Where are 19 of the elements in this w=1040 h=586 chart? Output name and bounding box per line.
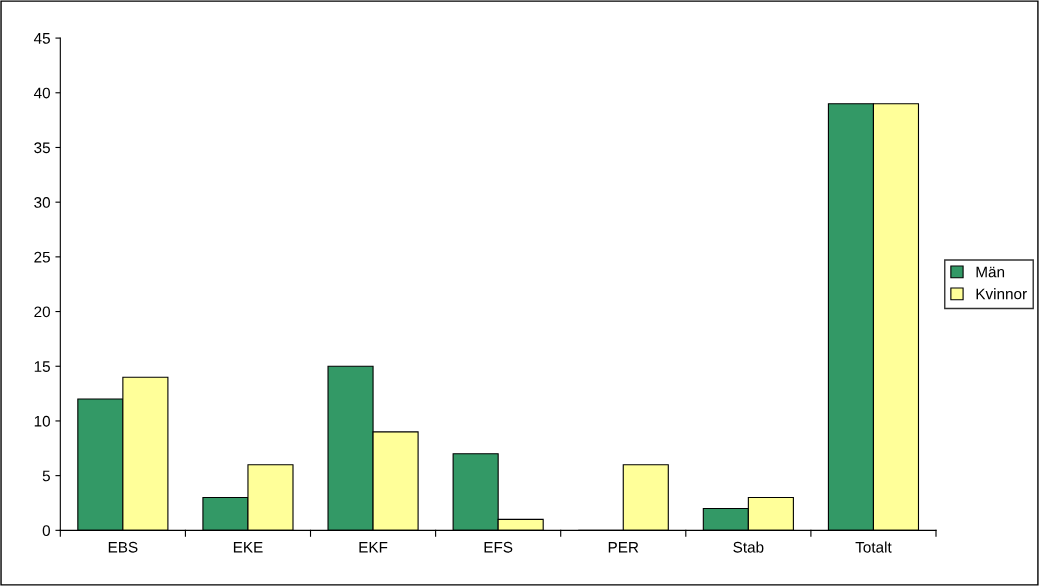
y-tick-label: 30 xyxy=(34,197,50,208)
legend-label: Kvinnor xyxy=(976,288,1027,300)
y-tick-label: 10 xyxy=(34,415,50,427)
x-tick-label: EKF xyxy=(359,542,388,553)
x-tick-label: EBS xyxy=(108,541,138,553)
x-tick-label: EFS xyxy=(484,541,513,553)
x-tick-label: Stab xyxy=(733,541,764,553)
y-tick-label: 0 xyxy=(42,525,50,537)
x-tick-label: Totalt xyxy=(855,541,892,553)
y-tick-label: 15 xyxy=(34,361,50,372)
y-tick-label: 40 xyxy=(33,87,50,99)
x-tick-label: EKE xyxy=(233,542,263,553)
y-tick-label: 5 xyxy=(42,470,50,482)
y-tick-label: 35 xyxy=(34,142,50,154)
legend-label: Män xyxy=(976,266,1005,278)
y-tick-label: 25 xyxy=(34,251,50,263)
y-tick-label: 20 xyxy=(34,306,50,318)
y-tick-label: 45 xyxy=(33,33,50,44)
x-tick-label: PER xyxy=(608,542,639,553)
